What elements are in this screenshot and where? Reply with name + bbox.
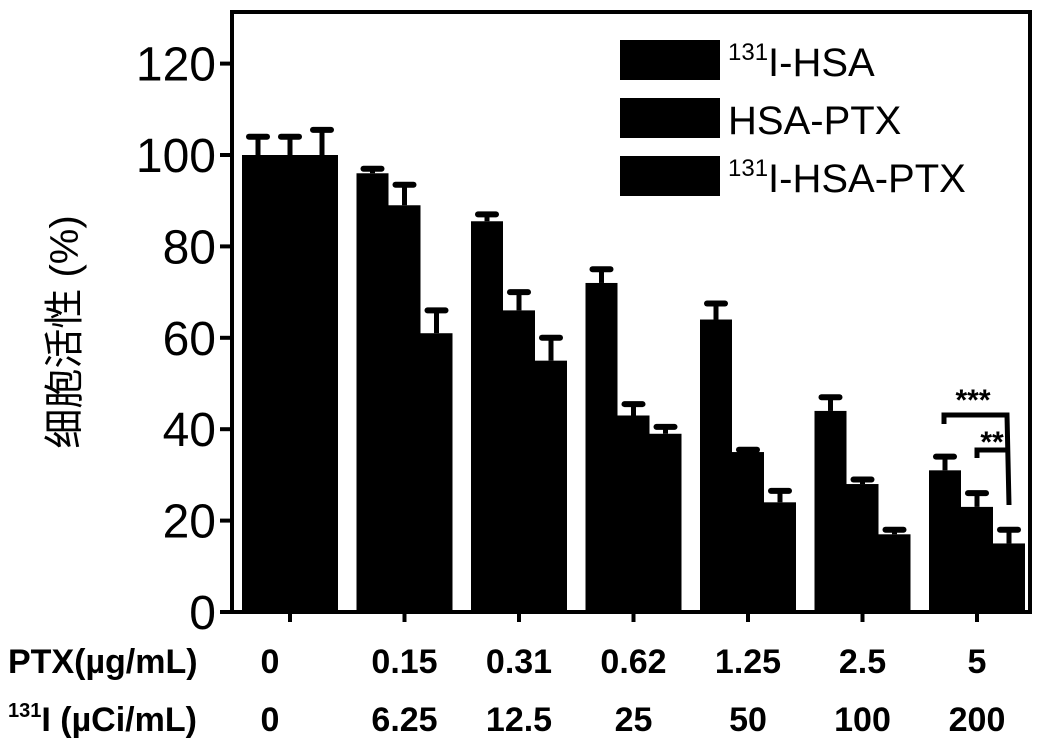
bar: [814, 410, 847, 612]
x-tick-label: 50: [729, 701, 767, 739]
legend-label: HSA-PTX: [728, 99, 901, 143]
bar: [617, 415, 650, 612]
significance-bracket: [974, 447, 1006, 458]
legend-label: 131I-HSA-PTX: [728, 155, 966, 201]
x-tick-label: 25: [615, 701, 653, 739]
bar: [471, 221, 503, 612]
bar: [764, 502, 796, 612]
x-tick-label: 0: [261, 643, 280, 681]
bar: [961, 506, 993, 612]
legend-swatch: [620, 98, 720, 138]
x-row-label: PTX(µg/mL): [8, 643, 198, 681]
y-axis-label: 细胞活性 (%): [43, 215, 87, 448]
significance-bracket: [941, 412, 1012, 506]
bar: [242, 155, 274, 612]
x-tick-label: 200: [949, 701, 1006, 739]
x-tick-label: 1.25: [715, 643, 781, 681]
y-tick-label: 100: [136, 130, 216, 183]
y-tick-label: 0: [189, 587, 216, 640]
legend-swatch: [620, 40, 720, 80]
bar: [274, 155, 306, 612]
x-tick-label: 12.5: [486, 701, 552, 739]
legend-swatch: [620, 156, 720, 196]
y-tick-label: 80: [163, 221, 216, 274]
x-tick-label: 5: [968, 643, 987, 681]
bar: [993, 543, 1025, 612]
x-row-label: 131I (µCi/mL): [8, 700, 197, 739]
bar: [649, 433, 682, 612]
bar: [306, 155, 338, 612]
bar: [388, 205, 421, 612]
y-tick-label: 40: [163, 404, 216, 457]
bar: [585, 282, 618, 612]
bar: [700, 319, 732, 612]
bar: [356, 173, 389, 612]
x-tick-label: 0.15: [371, 643, 437, 681]
x-tick-label: 2.5: [839, 643, 886, 681]
y-tick-label: 120: [136, 39, 216, 92]
bar: [929, 470, 961, 612]
bar: [732, 452, 764, 612]
bar: [420, 333, 453, 612]
bar: [503, 310, 535, 612]
y-tick-label: 60: [163, 313, 216, 366]
legend-label: 131I-HSA: [728, 39, 875, 85]
x-tick-label: 100: [834, 701, 891, 739]
x-tick-label: 6.25: [371, 701, 437, 739]
significance-label: ***: [955, 384, 990, 417]
bar: [535, 360, 567, 612]
x-tick-label: 0: [261, 701, 280, 739]
bar: [878, 534, 911, 612]
y-tick-label: 20: [163, 496, 216, 549]
significance-label: **: [980, 426, 1004, 459]
x-tick-label: 0.31: [486, 643, 552, 681]
bar: [846, 484, 879, 612]
x-tick-label: 0.62: [600, 643, 666, 681]
